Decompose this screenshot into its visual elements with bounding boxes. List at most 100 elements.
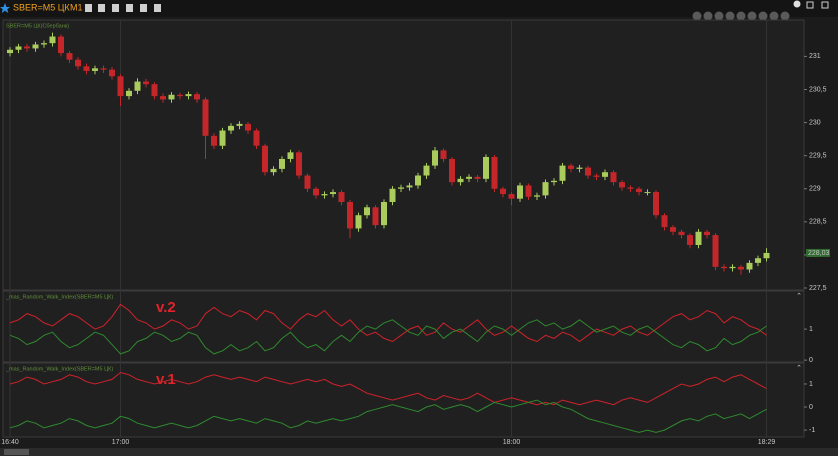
- y-tick-label: 0: [809, 357, 813, 364]
- tool-icon[interactable]: [85, 4, 92, 12]
- indicator-line: [9, 319, 767, 355]
- window-button[interactable]: [821, 1, 829, 9]
- candle-body: [415, 175, 421, 186]
- y-tick-label: 1: [809, 381, 813, 388]
- candle-body: [66, 53, 73, 60]
- tool-icon[interactable]: [154, 4, 161, 12]
- candle-body: [160, 96, 166, 100]
- candle-body: [449, 158, 455, 183]
- indicator-line: [9, 399, 767, 433]
- candle-body: [542, 182, 549, 196]
- candle-body: [559, 165, 566, 181]
- scroll-thumb[interactable]: [4, 449, 29, 455]
- candle-body: [75, 59, 81, 67]
- nav-button[interactable]: [780, 11, 790, 21]
- x-tick-label: 18:00: [503, 439, 521, 446]
- candle-body: [636, 188, 642, 193]
- candle-body: [593, 175, 600, 177]
- tool-icon[interactable]: [98, 4, 105, 12]
- favorite-icon[interactable]: [0, 3, 10, 13]
- candle-body: [151, 84, 158, 97]
- candle-body: [41, 43, 47, 45]
- nav-button[interactable]: [747, 11, 757, 21]
- candle-body: [253, 130, 260, 146]
- candle-body: [712, 235, 719, 267]
- candle-body: [177, 94, 183, 97]
- x-tick-label: 18:29: [758, 439, 776, 446]
- panel: [2, 19, 805, 291]
- candle-body: [763, 252, 770, 259]
- candle-body: [721, 266, 727, 269]
- y-tick-label: 227,5: [809, 285, 827, 292]
- last-price-label: 228,03: [808, 250, 830, 257]
- candle-body: [347, 201, 353, 229]
- nav-button[interactable]: [725, 11, 735, 21]
- panel: [2, 290, 805, 363]
- candle-body: [389, 188, 396, 202]
- candle-body: [432, 150, 438, 166]
- panel-title: _mas_Random_Walk_Index(SBER=M5 ЦК): [5, 366, 113, 372]
- candle-body: [602, 172, 608, 177]
- candle-body: [321, 194, 328, 196]
- candle-body: [551, 180, 557, 183]
- tool-icon[interactable]: [126, 4, 133, 12]
- candle-body: [100, 68, 107, 70]
- candle-body: [194, 94, 200, 100]
- candle-body: [279, 158, 285, 169]
- settings-button[interactable]: [793, 0, 801, 8]
- collapse-icon: ⌃: [796, 364, 802, 372]
- nav-button[interactable]: [703, 11, 713, 21]
- candle-body: [466, 176, 472, 179]
- candle-body: [185, 94, 192, 97]
- candle-body: [644, 192, 651, 194]
- panel-title: SBER=M5 ЦК(Сбербанк): [6, 23, 69, 29]
- candle-body: [364, 207, 370, 216]
- nav-button[interactable]: [692, 11, 702, 21]
- y-tick-label: 1: [809, 326, 813, 333]
- instrument-name[interactable]: SBER=M5 ЦК: [13, 2, 70, 12]
- nav-button[interactable]: [758, 11, 768, 21]
- candle-body: [296, 152, 302, 176]
- tool-icon[interactable]: [112, 4, 119, 12]
- candle-body: [109, 69, 115, 77]
- candle-body: [525, 185, 532, 197]
- candle-body: [168, 94, 175, 100]
- y-tick-label: 229,5: [809, 153, 827, 160]
- candle-body: [355, 215, 362, 229]
- candle-body: [92, 68, 98, 71]
- candle-body: [406, 185, 413, 188]
- candle-body: [24, 46, 30, 49]
- candle-body: [474, 176, 481, 179]
- timeframe[interactable]: M1: [70, 2, 83, 12]
- candle-body: [568, 165, 574, 169]
- candle-body: [211, 135, 217, 146]
- scrollbar[interactable]: [0, 448, 838, 456]
- candle-body: [270, 168, 277, 173]
- candle-body: [440, 150, 447, 159]
- candle-body: [619, 182, 625, 188]
- nav-button[interactable]: [714, 11, 724, 21]
- candle-body: [83, 66, 90, 71]
- nav-button[interactable]: [736, 11, 746, 21]
- window-button[interactable]: [806, 1, 814, 9]
- candle-body: [627, 187, 634, 189]
- candle-body: [755, 258, 761, 263]
- candle-body: [695, 231, 702, 245]
- y-tick-label: 230: [809, 119, 821, 126]
- y-tick-label: 229: [809, 186, 821, 193]
- y-tick-label: 228,5: [809, 219, 827, 226]
- tool-icon[interactable]: [140, 4, 147, 12]
- candle-body: [534, 195, 540, 197]
- nav-button[interactable]: [769, 11, 779, 21]
- candle-body: [219, 130, 226, 146]
- y-tick-label: -1: [809, 427, 815, 434]
- panel: [2, 362, 805, 438]
- candle-body: [423, 165, 430, 176]
- indicator-line: [9, 303, 767, 343]
- candle-body: [517, 185, 523, 199]
- candle-body: [304, 175, 311, 189]
- candle-body: [32, 44, 39, 49]
- candle-body: [457, 178, 464, 183]
- candle-body: [126, 90, 132, 97]
